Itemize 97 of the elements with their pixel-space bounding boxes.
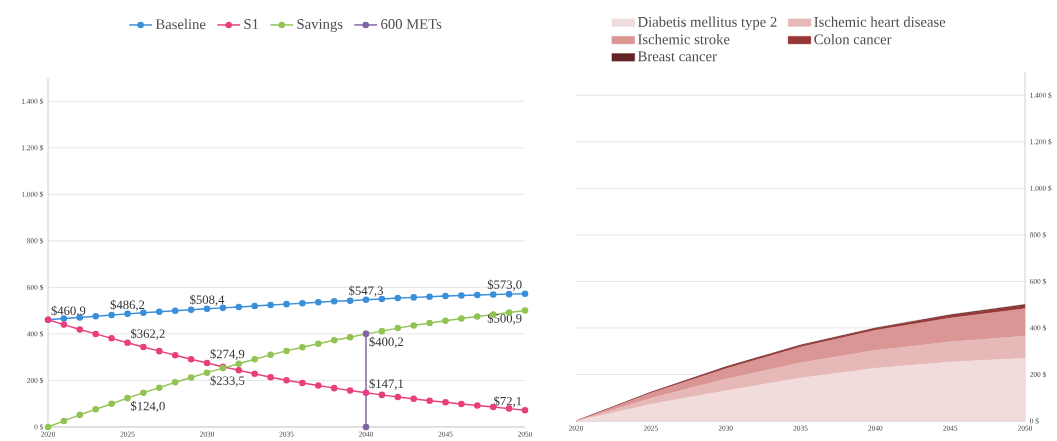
data-label: $233,5 [210,375,245,387]
data-label: $274,9 [210,348,245,361]
legend-label: Ischemic stroke [638,34,730,45]
point [330,298,338,305]
data-label: $400,2 [369,336,404,348]
data-label: $460,9 [51,305,86,317]
point [283,300,290,308]
point [187,306,195,313]
point [108,335,115,342]
point [283,376,290,384]
legend-label: 600 METs [381,19,442,29]
point [235,366,243,374]
point [378,391,386,399]
point [394,393,402,401]
point [267,301,274,309]
point [140,343,147,351]
point [330,336,338,344]
point [442,399,449,406]
point [426,319,433,327]
point [489,291,497,298]
point [235,360,243,367]
data-label: $124,0 [130,401,165,413]
point [330,384,338,392]
point [251,302,258,310]
point [44,423,52,431]
legend-label: Colon cancer [814,34,892,45]
point [251,356,258,363]
point [442,292,449,300]
point [474,291,481,299]
point [346,297,354,304]
point [156,384,163,391]
point [60,417,68,425]
legend-label: Breast cancer [637,51,717,62]
data-label: $362,2 [130,328,165,340]
legend-label: S1 [244,19,259,29]
point [315,299,322,306]
point [362,423,370,431]
point [171,352,179,359]
point [171,379,179,386]
data-label: $147,1 [369,378,404,390]
point [267,351,274,359]
point [187,356,195,363]
point [442,317,449,324]
point [346,333,354,341]
point [92,406,99,413]
point [458,400,465,408]
data-label: $573,0 [487,279,522,291]
point [124,339,131,346]
point [76,326,84,333]
point [458,315,465,322]
point [76,411,84,419]
point [60,321,68,328]
data-label: $486,2 [110,299,145,311]
point [108,400,115,407]
point [474,402,481,409]
point [203,359,211,367]
point [267,373,274,381]
point [394,324,402,332]
legend-label: Diabetis mellitus type 2 [637,16,777,30]
point [410,322,417,329]
point [92,330,99,338]
point [521,406,529,414]
data-label: $508,4 [190,294,225,306]
point [299,343,306,351]
point [426,293,433,300]
point [251,370,258,377]
point [171,307,179,314]
point [474,313,481,320]
point [410,395,417,403]
point [521,290,529,297]
point [315,382,322,389]
point [283,347,290,355]
point [394,294,402,302]
point [156,347,163,355]
point [92,312,99,320]
point [156,308,163,316]
point [203,369,211,376]
point [378,327,386,335]
point [140,389,147,397]
point [187,374,195,381]
point [521,307,529,314]
point [410,294,417,301]
legend-label: Ischemic heart disease [814,16,946,27]
point [362,389,370,397]
point [299,379,306,387]
point [458,292,465,299]
data-label: $72,1 [494,396,522,408]
data-label: $547,3 [349,285,383,297]
point [426,397,433,404]
point [299,299,306,307]
point [346,387,354,394]
point [108,311,115,319]
legend-label: Savings [297,19,343,32]
point [315,340,322,347]
point [124,394,131,402]
legend-label: Baseline [155,18,206,30]
point [235,303,243,311]
